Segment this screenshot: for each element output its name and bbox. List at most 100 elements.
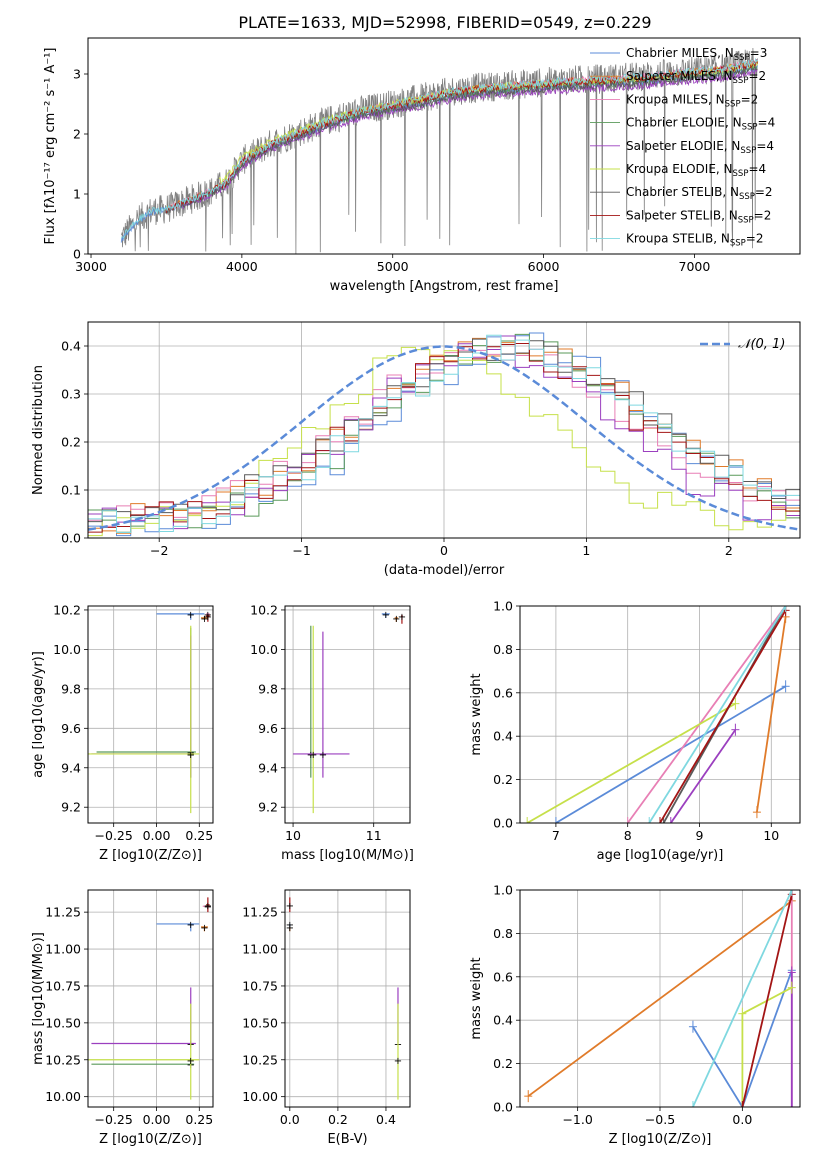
weight-line [692,890,793,1107]
x-tick-label: 5000 [377,259,409,274]
x-tick-label: 10 [763,828,779,843]
data-point-marker: + [392,614,400,625]
y-tick-label: 10.50 [45,1015,81,1030]
panel-mass_vs_ebv: 0.0 0.2 0.4 10.00 10.25 10.50 10.75 11.00 11.25 E… [242,889,411,1147]
axes-frame [87,37,801,255]
x-tick-label: 7 [552,828,560,843]
histogram-series-8 [88,334,800,533]
x-axis-label: E(B-V) [327,1132,367,1147]
data-point-marker: + [307,750,315,761]
legend-label: 𝒩(0, 1) [738,337,785,352]
weight-line [692,969,793,1107]
y-tick-label: 1.0 [493,599,513,614]
y-tick-label: 0.0 [61,531,81,546]
data-point-marker: + [204,901,212,912]
histogram-series-3 [88,333,800,533]
axes-frame [87,321,801,539]
x-tick-label: 0.0 [280,1112,300,1127]
x-tick-label: 0.2 [328,1112,348,1127]
data-point-marker: + [398,612,406,623]
data-point-marker: + [200,614,208,625]
y-tick-label: 9.8 [61,681,81,696]
x-tick-label: 2 [725,543,733,558]
y-tick-label: 0.8 [493,926,513,941]
x-axis-label: Z [log10(Z/Z⊙)] [99,848,202,863]
y-tick-label: 10.0 [53,642,81,657]
data-point-marker: + [394,1056,402,1067]
y-tick-label: 9.6 [258,721,278,736]
x-tick-label: −1.0 [562,1112,592,1127]
y-axis-label: Normed distribution [31,365,46,495]
x-tick-label: 0 [440,543,448,558]
x-tick-label: 0.00 [143,828,171,843]
data-point-marker: + [319,750,327,761]
plot-area-age_vs_Z: +++++++ [88,610,212,814]
data-point-marker: + [187,1056,195,1067]
y-tick-label: 10.00 [45,1089,81,1104]
x-tick-label: 1 [582,543,590,558]
data-point-marker: + [200,923,208,934]
panel-weight_vs_age: 7 8 9 10 0.0 0.2 0.4 0.6 0.8 1.0 age [log10(age/yr… [469,599,801,863]
y-tick-label: 10.00 [242,1089,278,1104]
data-point-marker: + [204,612,212,623]
y-axis-label: mass [log10(M/M⊙)] [31,932,46,1065]
x-axis-label: Z [log10(Z/Z⊙)] [99,1132,202,1147]
panel-age_vs_Z: −0.25 0.00 0.25 9.2 9.4 9.6 9.8 10.0 10.2 Z [log1… [31,602,214,863]
y-tick-label: 10.25 [45,1052,81,1067]
legend-label: Chabrier STELIB, NSSP=2 [626,185,773,202]
y-tick-label: 2 [73,127,81,142]
y-tick-label: 0.6 [493,969,513,984]
weight-line [648,606,787,823]
x-tick-label: 9 [696,828,704,843]
x-tick-label: −2 [150,543,168,558]
weight-line [741,894,793,1107]
y-tick-label: 0.2 [493,772,513,787]
y-tick-label: 0.1 [61,483,81,498]
y-tick-label: 11.25 [242,905,278,920]
y-tick-label: 9.2 [61,800,81,815]
data-point-marker: + [286,923,294,934]
y-tick-label: 0 [73,247,81,262]
axes-frame [87,889,214,1108]
x-tick-label: −1 [292,543,310,558]
x-tick-label: 3000 [75,259,107,274]
x-tick-label: 10 [285,828,301,843]
weight-line [555,685,787,823]
x-axis-label: Z [log10(Z/Z⊙)] [609,1132,712,1147]
histogram-series-7 [88,343,800,533]
x-tick-label: −0.25 [95,1112,133,1127]
x-tick-label: 0.0 [732,1112,752,1127]
data-point-marker: + [187,920,195,931]
axes-frame [284,605,411,824]
plot-area-spectrum [120,47,759,254]
legend-label: Chabrier ELODIE, NSSP=4 [626,116,775,133]
x-tick-label: 0.25 [185,1112,213,1127]
y-tick-label: 1 [73,187,81,202]
y-tick-label: 10.50 [242,1015,278,1030]
weight-line [670,729,737,823]
y-tick-label: 1.0 [493,883,513,898]
y-tick-label: 9.2 [258,800,278,815]
x-axis-label: age [log10(age/yr)] [597,848,724,863]
y-tick-label: 9.4 [258,760,278,775]
model-line-8 [120,57,758,239]
y-tick-label: 11.25 [45,905,81,920]
y-tick-label: 11.00 [45,942,81,957]
legend-label: Kroupa ELODIE, NSSP=4 [626,162,766,179]
panel-mass_vs_Z: −0.25 0.00 0.25 10.00 10.25 10.50 10.75 11.00 11… [31,889,214,1147]
weight-line [659,609,787,823]
x-tick-label: 0.25 [185,828,213,843]
plot-area-mass_vs_ebv: +++++ [286,897,402,1100]
y-tick-label: 10.0 [250,642,278,657]
weight-line [756,616,787,813]
y-tick-label: 0.4 [61,339,81,354]
y-axis-label: Flux [fλ10⁻¹⁷ erg cm⁻² s⁻¹ A⁻¹] [43,48,58,245]
histogram-series-4 [88,335,800,530]
y-axis-label: mass weight [469,957,484,1039]
y-tick-label: 0.3 [61,387,81,402]
y-tick-label: 0.0 [493,1100,513,1115]
data-point-marker: + [187,750,195,761]
y-tick-label: 0.8 [493,642,513,657]
plot-area-age_vs_mass: + ++ +++ [293,610,406,814]
